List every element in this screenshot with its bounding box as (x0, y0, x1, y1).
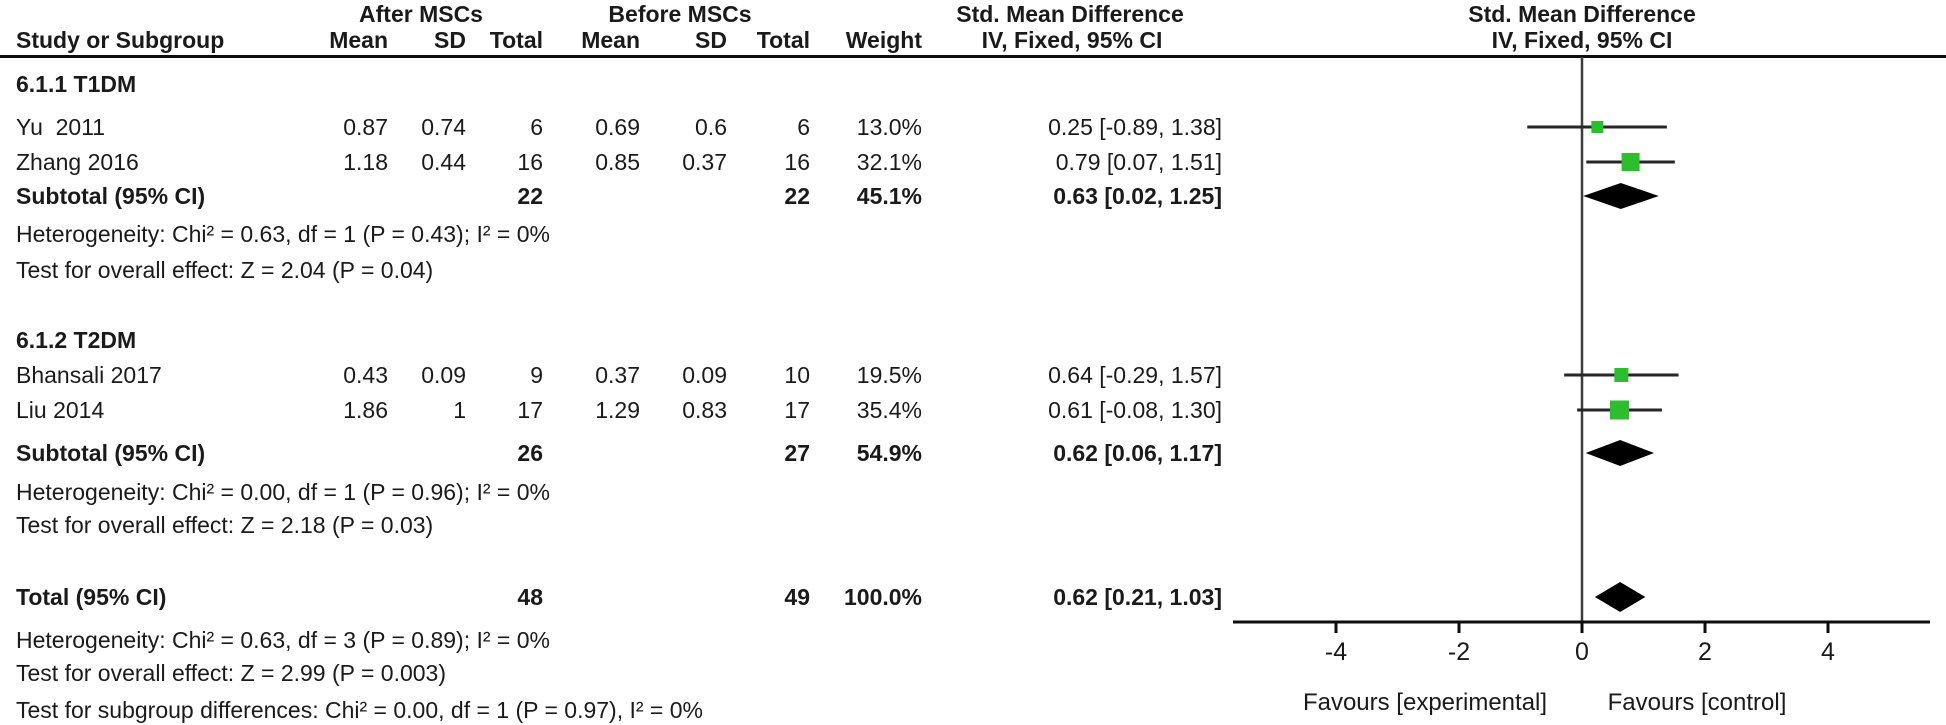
cell-study: Zhang 2016 (16, 149, 139, 175)
subgroup-title: 6.1.1 T1DM (16, 71, 137, 97)
cell-total-after: 9 (530, 362, 543, 388)
col-header-mean-after: Mean (329, 27, 388, 53)
total-row: Total (95% CI) 48 49 100.0% 0.62 [0.21, … (0, 583, 1240, 611)
cell-total-before: 49 (784, 584, 810, 610)
axis-tick-label: 4 (1821, 638, 1835, 666)
cell-total-before: 27 (784, 440, 810, 466)
study-row: Yu 2011 0.87 0.74 6 0.69 0.6 6 13.0% 0.2… (0, 113, 1240, 141)
col-header-sd-before: SD (695, 27, 727, 53)
axis-tick-label: -4 (1325, 638, 1347, 666)
header-smd-plot: Std. Mean Difference (1468, 1, 1696, 27)
cell-weight: 45.1% (856, 183, 922, 209)
cell-study: Bhansali 2017 (16, 362, 162, 388)
col-header-mean-before: Mean (581, 27, 640, 53)
cell-total-before: 6 (797, 114, 810, 140)
total-diamond (1594, 582, 1646, 612)
cell-study: Total (95% CI) (16, 584, 167, 610)
cell-sd-after: 1 (453, 397, 466, 423)
cell-ci: 0.62 [0.21, 1.03] (1053, 584, 1222, 610)
cell-total-after: 48 (517, 584, 543, 610)
cell-weight: 32.1% (856, 149, 922, 175)
cell-weight: 54.9% (856, 440, 922, 466)
cell-sd-before: 0.6 (695, 114, 727, 140)
cell-ci: 0.61 [-0.08, 1.30] (1048, 397, 1222, 423)
col-header-total-before: Total (756, 27, 810, 53)
subtotal-row: Subtotal (95% CI) 26 27 54.9% 0.62 [0.06… (0, 439, 1240, 467)
cell-total-after: 6 (530, 114, 543, 140)
cell-study: Subtotal (95% CI) (16, 440, 206, 466)
subtotal-diamond (1585, 440, 1654, 466)
cell-mean-before: 0.69 (595, 114, 640, 140)
cell-weight: 35.4% (856, 397, 922, 423)
header-after-mscs: After MSCs (359, 1, 483, 27)
col-header-weight: Weight (845, 27, 922, 53)
cell-total-before: 17 (784, 397, 810, 423)
header-before-mscs: Before MSCs (608, 1, 752, 27)
header-rule (0, 55, 1946, 58)
axis-tick-label: -2 (1448, 638, 1470, 666)
study-row: Liu 2014 1.86 1 17 1.29 0.83 17 35.4% 0.… (0, 396, 1240, 424)
cell-ci: 0.25 [-0.89, 1.38] (1048, 114, 1222, 140)
stats-note: Heterogeneity: Chi² = 0.63, df = 1 (P = … (16, 221, 550, 247)
cell-sd-before: 0.09 (682, 362, 727, 388)
cell-total-after: 26 (517, 440, 543, 466)
cell-ci: 0.64 [-0.29, 1.57] (1048, 362, 1222, 388)
cell-weight: 100.0% (843, 584, 922, 610)
stats-note: Test for overall effect: Z = 2.04 (P = 0… (16, 257, 434, 283)
study-row: Zhang 2016 1.18 0.44 16 0.85 0.37 16 32.… (0, 148, 1240, 176)
favours-right-label: Favours [control] (1608, 689, 1787, 716)
stats-note: Heterogeneity: Chi² = 0.63, df = 3 (P = … (16, 627, 550, 653)
cell-total-after: 22 (517, 183, 543, 209)
cell-mean-before: 0.85 (595, 149, 640, 175)
cell-ci: 0.62 [0.06, 1.17] (1053, 440, 1222, 466)
cell-mean-before: 0.37 (595, 362, 640, 388)
study-marker (1614, 368, 1629, 382)
plot-subtitle: IV, Fixed, 95% CI (1491, 27, 1673, 53)
cell-sd-before: 0.83 (682, 397, 727, 423)
cell-mean-after: 1.86 (343, 397, 388, 423)
cell-mean-before: 1.29 (595, 397, 640, 423)
cell-weight: 19.5% (856, 362, 922, 388)
subtotal-diamond (1583, 183, 1659, 209)
cell-weight: 13.0% (856, 114, 922, 140)
cell-ci: 0.79 [0.07, 1.51] (1055, 149, 1222, 175)
subgroup-title: 6.1.2 T2DM (16, 327, 137, 353)
cell-sd-before: 0.37 (682, 149, 727, 175)
study-marker (1591, 121, 1604, 133)
column-header-row: Study or Subgroup Mean SD Total Mean SD … (0, 26, 1240, 54)
cell-mean-after: 1.18 (343, 149, 388, 175)
cell-sd-after: 0.74 (421, 114, 466, 140)
study-marker (1621, 153, 1640, 171)
subtotal-row: Subtotal (95% CI) 22 22 45.1% 0.63 [0.02… (0, 182, 1240, 210)
cell-total-before: 22 (784, 183, 810, 209)
cell-study: Subtotal (95% CI) (16, 183, 206, 209)
cell-total-before: 16 (784, 149, 810, 175)
axis-tick-label: 2 (1698, 638, 1712, 666)
stats-note: Test for overall effect: Z = 2.18 (P = 0… (16, 512, 434, 538)
stats-note: Heterogeneity: Chi² = 0.00, df = 1 (P = … (16, 479, 550, 505)
col-header-total-after: Total (489, 27, 543, 53)
cell-study: Yu 2011 (16, 114, 106, 140)
stats-note: Test for overall effect: Z = 2.99 (P = 0… (16, 660, 446, 686)
cell-ci: 0.63 [0.02, 1.25] (1053, 183, 1222, 209)
header-smd-table: Std. Mean Difference (956, 1, 1184, 27)
col-header-ci: IV, Fixed, 95% CI (981, 27, 1163, 53)
cell-total-before: 10 (784, 362, 810, 388)
col-header-study: Study or Subgroup (16, 27, 225, 53)
cell-sd-after: 0.44 (421, 149, 466, 175)
axis-tick-label: 0 (1575, 638, 1589, 666)
study-marker (1610, 400, 1630, 420)
cell-total-after: 16 (517, 149, 543, 175)
col-header-sd-after: SD (434, 27, 466, 53)
favours-left-label: Favours [experimental] (1303, 689, 1547, 716)
cell-sd-after: 0.09 (421, 362, 466, 388)
cell-total-after: 17 (517, 397, 543, 423)
cell-mean-after: 0.43 (343, 362, 388, 388)
stats-note: Test for subgroup differences: Chi² = 0.… (16, 697, 703, 723)
study-row: Bhansali 2017 0.43 0.09 9 0.37 0.09 10 1… (0, 361, 1240, 389)
cell-study: Liu 2014 (16, 397, 105, 423)
cell-mean-after: 0.87 (343, 114, 388, 140)
